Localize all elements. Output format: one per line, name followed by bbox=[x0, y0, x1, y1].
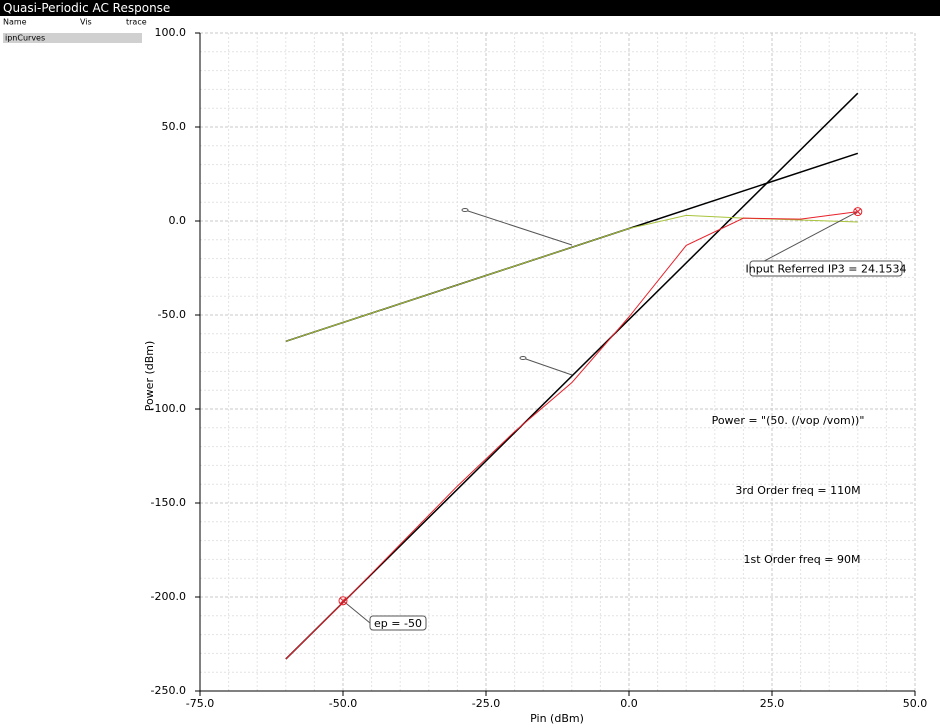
y-tick-label: 100.0 bbox=[155, 26, 187, 39]
x-tick-label: -50.0 bbox=[329, 697, 357, 710]
sidebar-column: Vis bbox=[80, 18, 92, 27]
marker-label-box bbox=[749, 260, 903, 277]
x-tick-label: 50.0 bbox=[903, 697, 928, 710]
x-tick-label: 0.0 bbox=[620, 697, 638, 710]
y-tick-label: 0.0 bbox=[169, 214, 187, 227]
marker-cross bbox=[854, 208, 862, 215]
y-tick-label: -50.0 bbox=[158, 308, 186, 321]
marker-label: Input Referred IP3 = 24.1534 bbox=[746, 263, 907, 276]
marker bbox=[338, 596, 348, 606]
callout-handle bbox=[519, 356, 527, 360]
y-tick-label: -200.0 bbox=[151, 590, 186, 603]
sidebar-row: ipnCurves bbox=[5, 34, 45, 43]
marker-cross bbox=[339, 597, 347, 605]
y-tick-label: -150.0 bbox=[151, 496, 186, 509]
marker-leader bbox=[749, 211, 859, 269]
x-axis-label: Pin (dBm) bbox=[530, 712, 584, 725]
sidebar-column: trace bbox=[126, 18, 147, 27]
annotation: Power = "(50. (/vop /vom))" bbox=[712, 414, 865, 427]
marker bbox=[853, 207, 863, 217]
callout-line bbox=[522, 357, 573, 376]
callout-line bbox=[464, 209, 573, 246]
callout-handle bbox=[461, 208, 469, 212]
y-tick-label: -250.0 bbox=[151, 684, 186, 697]
window-title: Quasi-Periodic AC Response bbox=[0, 0, 940, 16]
y-tick-label: -100.0 bbox=[151, 402, 186, 415]
annotation: 3rd Order freq = 110M bbox=[735, 484, 860, 497]
annotation: 1st Order freq = 90M bbox=[744, 553, 861, 566]
x-tick-label: -75.0 bbox=[186, 697, 214, 710]
marker-leader bbox=[342, 600, 371, 624]
chart: Name Vis trace ipnCurves -75.0 -50.0 -25.0 0.0 2… bbox=[3, 18, 928, 725]
x-tick-label: 25.0 bbox=[760, 697, 785, 710]
x-tick-label: -25.0 bbox=[472, 697, 500, 710]
marker-label-box bbox=[369, 615, 427, 631]
series-line bbox=[285, 211, 858, 660]
marker-label: ep = -50 bbox=[374, 617, 422, 630]
y-axis-label: Power (dBm) bbox=[143, 341, 156, 412]
sidebar-row-bg bbox=[3, 33, 142, 43]
sidebar-column: Name bbox=[3, 18, 27, 27]
series-line bbox=[285, 92, 859, 660]
y-tick-label: 50.0 bbox=[162, 120, 187, 133]
